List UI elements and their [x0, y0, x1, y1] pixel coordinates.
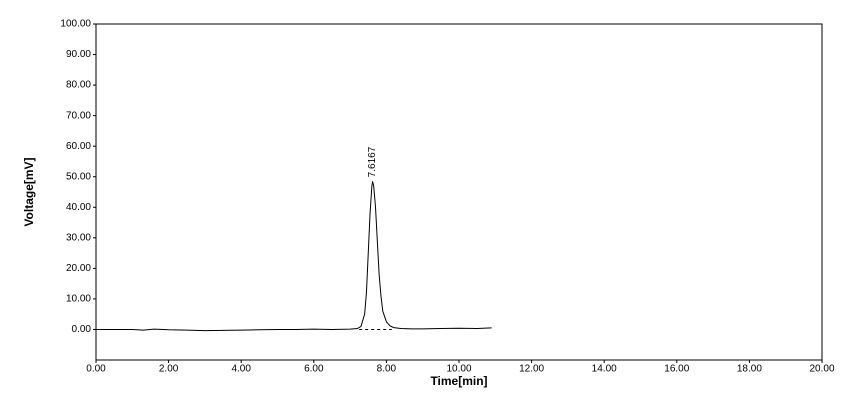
y-tick-label: 40.00: [66, 202, 91, 213]
x-tick-label: 20.00: [809, 364, 834, 375]
x-tick-label: 12.00: [519, 364, 544, 375]
signal-line: [96, 181, 492, 332]
x-axis-title: Time[min]: [430, 374, 487, 388]
plot-frame: [95, 23, 823, 361]
x-tick-label: 14.00: [592, 364, 617, 375]
y-axis-title: Voltage[mV]: [22, 157, 36, 226]
y-tick-label: 50.00: [66, 171, 91, 182]
y-tick-label: 10.00: [66, 294, 91, 305]
x-tick-label: 10.00: [446, 364, 471, 375]
y-tick-label: 20.00: [66, 263, 91, 274]
x-tick-label: 6.00: [304, 364, 324, 375]
x-tick-label: 0.00: [86, 364, 106, 375]
x-tick-label: 4.00: [231, 364, 251, 375]
y-tick-label: 0.00: [72, 324, 92, 335]
y-tick-label: 80.00: [66, 80, 91, 91]
x-tick-label: 18.00: [737, 364, 762, 375]
y-tick-label: 30.00: [66, 232, 91, 243]
y-tick-label: 60.00: [66, 141, 91, 152]
y-tick-label: 70.00: [66, 110, 91, 121]
y-tick-label: 100.00: [60, 19, 91, 30]
x-tick-label: 2.00: [159, 364, 179, 375]
peak-annotation: 7.6167: [367, 146, 378, 177]
y-tick-label: 90.00: [66, 49, 91, 60]
x-tick-label: 8.00: [377, 364, 397, 375]
x-tick-label: 16.00: [664, 364, 689, 375]
